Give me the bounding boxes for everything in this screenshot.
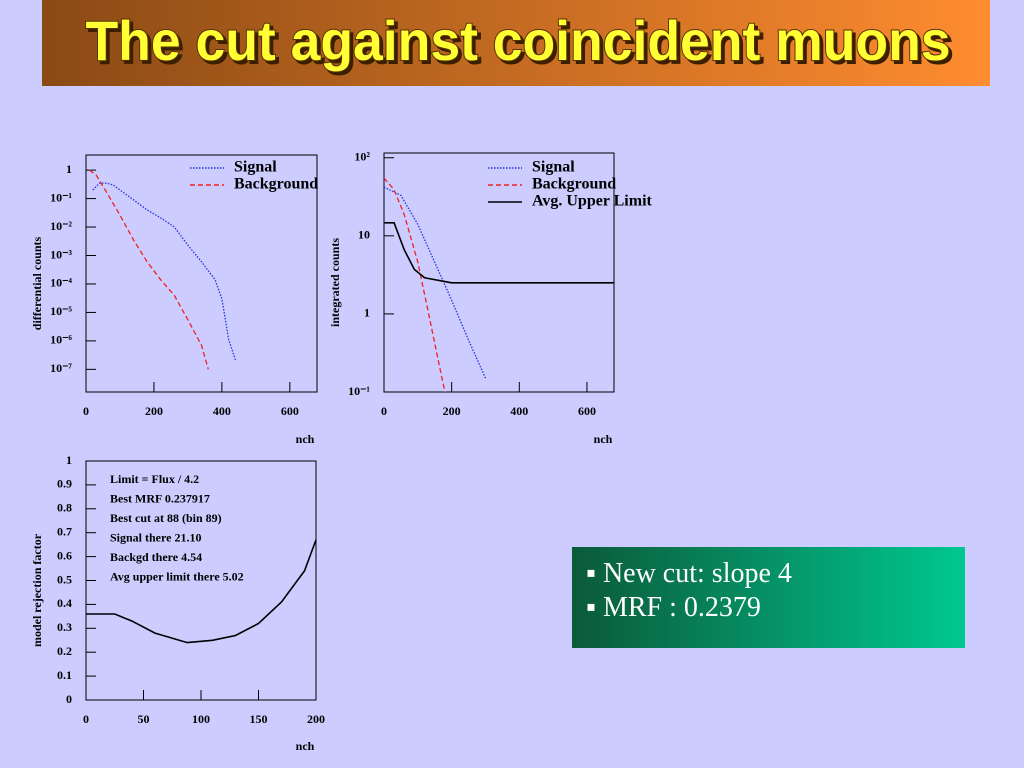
annotation: Best MRF 0.237917 bbox=[110, 491, 210, 505]
y-tick-label: 1 bbox=[66, 453, 72, 467]
y-tick-label: 10⁻³ bbox=[50, 247, 72, 261]
title-bar bbox=[42, 0, 990, 86]
annotation: Backgd there 4.54 bbox=[110, 550, 202, 564]
x-tick-label: 200 bbox=[145, 404, 163, 418]
x-tick-label: 100 bbox=[192, 712, 210, 726]
x-tick-label: 150 bbox=[250, 712, 268, 726]
x-tick-label: 400 bbox=[213, 404, 231, 418]
y-axis-label: model rejection factor bbox=[30, 533, 44, 647]
annotation: Signal there 21.10 bbox=[110, 530, 201, 544]
x-tick-label: 50 bbox=[138, 712, 150, 726]
annotation: Best cut at 88 (bin 89) bbox=[110, 511, 222, 525]
y-tick-label: 0.9 bbox=[57, 477, 72, 491]
y-tick-label: 0.6 bbox=[57, 548, 72, 562]
series-line bbox=[89, 169, 209, 370]
bullet: ▪ New cut: slope 4 bbox=[586, 558, 792, 589]
y-tick-label: 10⁻¹ bbox=[50, 190, 72, 204]
bullet: ▪ MRF : 0.2379 bbox=[586, 592, 761, 623]
annotation: Limit = Flux / 4.2 bbox=[110, 472, 199, 486]
y-tick-label: 1 bbox=[66, 162, 72, 176]
x-axis-label: nch bbox=[296, 432, 315, 446]
legend-label: Signal bbox=[234, 159, 277, 176]
x-tick-label: 0 bbox=[83, 712, 89, 726]
y-tick-label: 10⁻⁶ bbox=[50, 333, 72, 347]
x-axis-label: nch bbox=[594, 432, 613, 446]
x-tick-label: 200 bbox=[307, 712, 325, 726]
y-tick-label: 10⁻⁵ bbox=[50, 304, 72, 318]
y-tick-label: 0.7 bbox=[57, 524, 72, 538]
series-line bbox=[92, 182, 237, 361]
y-tick-label: 0.4 bbox=[57, 596, 72, 610]
annotation: Avg upper limit there 5.02 bbox=[110, 569, 244, 583]
y-tick-label: 0.5 bbox=[57, 572, 72, 586]
x-tick-label: 400 bbox=[510, 404, 528, 418]
x-tick-label: 600 bbox=[578, 404, 596, 418]
plot-frame bbox=[85, 154, 318, 393]
y-tick-label: 0.8 bbox=[57, 501, 72, 515]
y-tick-label: 0 bbox=[66, 692, 72, 706]
series-line bbox=[383, 186, 487, 379]
bullet-text: MRF : 0.2379 bbox=[602, 592, 761, 623]
y-tick-label: 0.1 bbox=[57, 668, 72, 682]
y-tick-label: 10⁻⁷ bbox=[50, 361, 72, 375]
y-tick-label: 10² bbox=[354, 149, 370, 163]
bullet-box: ▪ New cut: slope 4 ▪ MRF : 0.2379 bbox=[572, 547, 965, 648]
x-tick-label: 0 bbox=[381, 404, 387, 418]
y-axis-label: differential counts bbox=[30, 236, 44, 330]
bullet-text: New cut: slope 4 bbox=[602, 558, 792, 589]
y-axis-label: integrated counts bbox=[328, 238, 342, 327]
y-tick-label: 10⁻⁴ bbox=[50, 276, 72, 290]
legend-label: Background bbox=[234, 176, 318, 193]
y-tick-label: 10⁻¹ bbox=[348, 384, 370, 398]
series-line bbox=[383, 177, 446, 393]
y-tick-label: 1 bbox=[364, 306, 370, 320]
x-tick-label: 0 bbox=[83, 404, 89, 418]
x-tick-label: 200 bbox=[443, 404, 461, 418]
y-tick-label: 10⁻² bbox=[50, 219, 72, 233]
slide-title: The cut against coincident muons bbox=[86, 9, 951, 72]
legend-label: Background bbox=[532, 176, 616, 193]
plot-frame bbox=[383, 152, 615, 393]
series-line bbox=[384, 222, 614, 284]
series-line bbox=[86, 539, 317, 644]
y-tick-label: 0.3 bbox=[57, 620, 72, 634]
legend-label: Signal bbox=[532, 159, 575, 176]
y-tick-label: 10 bbox=[358, 228, 370, 242]
x-tick-label: 600 bbox=[281, 404, 299, 418]
legend-label: Avg. Upper Limit bbox=[532, 193, 653, 210]
y-tick-label: 0.2 bbox=[57, 644, 72, 658]
x-axis-label: nch bbox=[296, 739, 315, 753]
